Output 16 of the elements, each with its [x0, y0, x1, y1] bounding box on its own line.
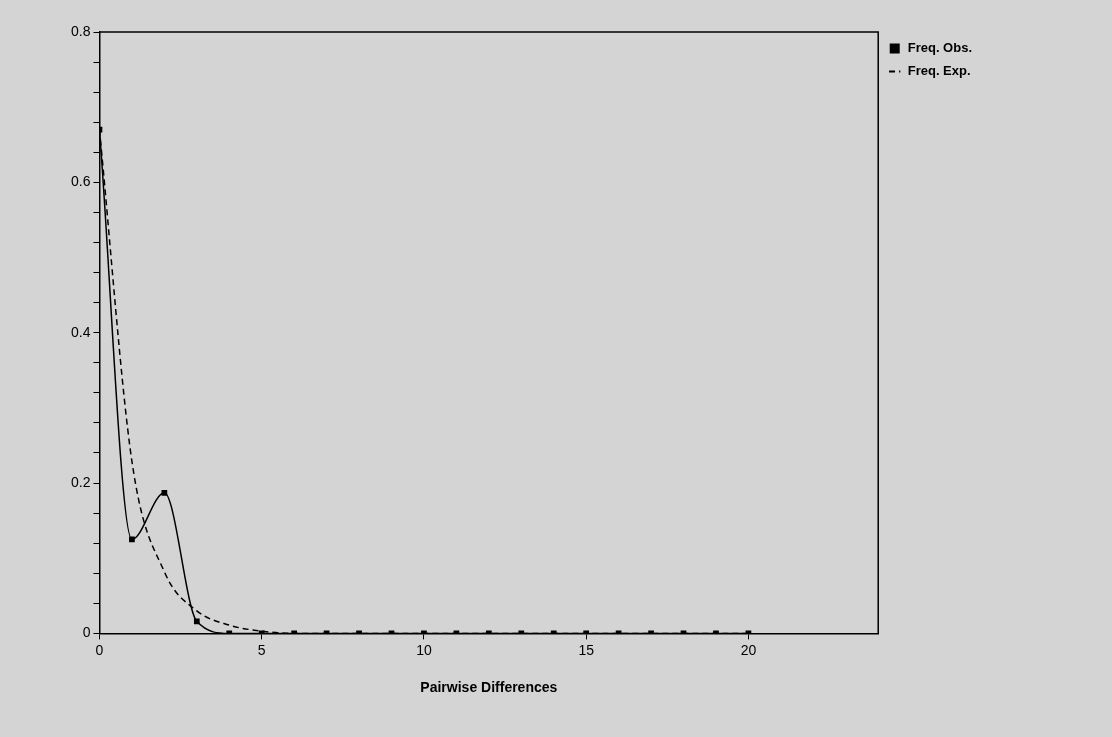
x-tick-label: 20: [740, 641, 757, 658]
x-tick-label: 15: [578, 641, 595, 658]
legend-label: Freq. Exp.: [907, 63, 971, 79]
y-tick-label: 0.4: [70, 323, 91, 340]
x-tick-label: 5: [257, 641, 266, 658]
y-tick-label: 0.2: [70, 473, 91, 490]
point: [161, 489, 168, 496]
point: [193, 618, 200, 625]
x-tick-label: 10: [416, 641, 432, 658]
y-tick-label: 0.6: [70, 173, 91, 190]
point: [129, 536, 135, 543]
x-axis-title: Pairwise Differences: [420, 679, 558, 696]
legend-label: Freq. Obs.: [907, 40, 973, 56]
x-tick-label: 0: [95, 641, 104, 658]
y-tick-label: 0.8: [70, 22, 91, 39]
y-tick-label: 0: [82, 624, 91, 641]
